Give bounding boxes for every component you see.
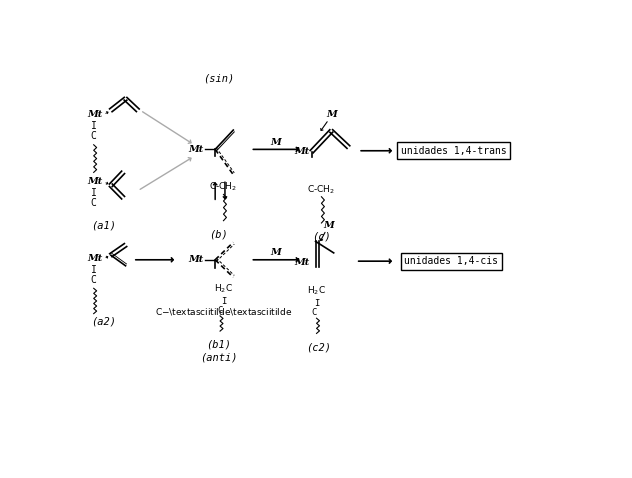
Text: M: M: [326, 110, 337, 120]
Text: (b): (b): [209, 229, 228, 239]
Text: Mt: Mt: [87, 110, 102, 120]
Text: Mt: Mt: [188, 255, 204, 264]
Text: Mt: Mt: [294, 147, 309, 156]
Text: I: I: [314, 299, 319, 308]
Text: I: I: [91, 121, 97, 131]
Text: I: I: [221, 297, 226, 306]
Text: C: C: [91, 274, 97, 284]
Text: unidades 1,4-trans: unidades 1,4-trans: [401, 146, 507, 156]
Text: (c2): (c2): [307, 342, 332, 352]
Text: C: C: [91, 198, 97, 208]
Text: M: M: [270, 249, 281, 257]
Text: (a2): (a2): [91, 317, 116, 327]
Text: Mt: Mt: [87, 254, 102, 263]
Text: C-CH$_2$: C-CH$_2$: [209, 181, 238, 194]
Text: M: M: [270, 138, 281, 147]
Text: (a1): (a1): [91, 220, 116, 230]
Text: (sin): (sin): [203, 73, 234, 83]
Text: C-CH$_2$: C-CH$_2$: [307, 183, 336, 196]
Text: Mt: Mt: [87, 177, 102, 186]
Text: (anti): (anti): [200, 352, 238, 362]
Text: unidades 1,4-cis: unidades 1,4-cis: [404, 256, 498, 266]
Text: I: I: [91, 188, 97, 198]
Text: H$_2$C: H$_2$C: [307, 284, 326, 297]
Text: C: C: [91, 131, 97, 141]
Text: Mt: Mt: [188, 145, 204, 154]
Text: Mt: Mt: [294, 258, 309, 267]
Text: I: I: [91, 265, 97, 275]
Text: C$-$\textasciitilde\textasciitilde: C$-$\textasciitilde\textasciitilde: [155, 306, 292, 317]
Text: M: M: [324, 221, 334, 230]
Text: (c): (c): [312, 232, 331, 242]
Text: C: C: [217, 306, 222, 315]
Text: (b1): (b1): [206, 340, 231, 350]
Text: C: C: [312, 308, 317, 317]
Text: H$_2$C: H$_2$C: [214, 282, 233, 294]
